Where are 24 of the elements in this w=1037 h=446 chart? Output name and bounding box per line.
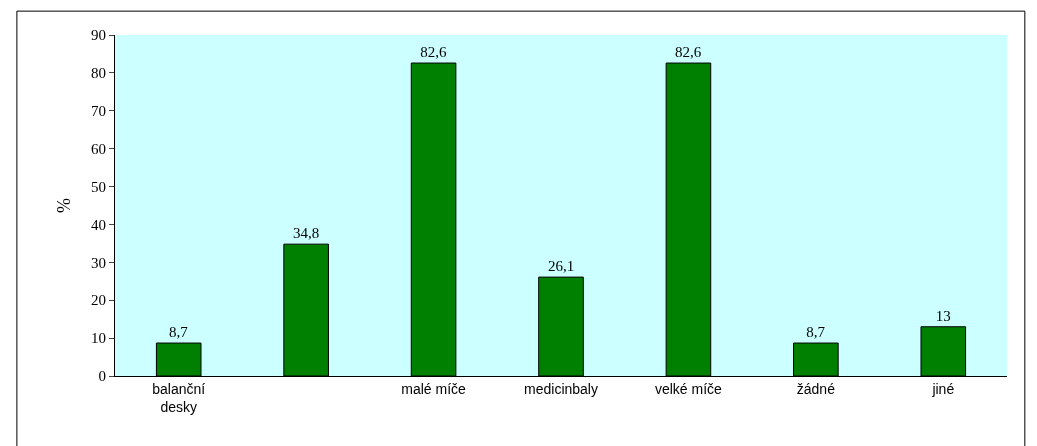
- y-tick-label: 50: [91, 178, 106, 195]
- y-tick-label: 60: [91, 140, 106, 157]
- data-label: 8,7: [806, 324, 826, 341]
- x-tick-label: jiné: [931, 380, 955, 397]
- y-tick-label: 90: [91, 27, 106, 44]
- data-label: 82,6: [675, 44, 702, 61]
- y-tick-label: 0: [98, 368, 106, 385]
- data-label: 26,1: [547, 258, 575, 275]
- y-tick-label: 30: [91, 254, 106, 271]
- y-tick-label: 80: [91, 65, 106, 82]
- y-tick-label: 10: [91, 330, 106, 347]
- data-label: 34,8: [293, 225, 320, 242]
- y-tick-label: 70: [91, 103, 106, 120]
- x-tick-label: žádné: [796, 380, 836, 397]
- x-tick-label: malé míče: [401, 380, 467, 397]
- data-label: 13: [935, 307, 951, 324]
- data-label: 82,6: [420, 44, 447, 61]
- data-label: 8,7: [169, 324, 189, 341]
- x-tick-label: medicinbaly: [524, 380, 598, 397]
- y-axis-title: %: [54, 198, 75, 213]
- x-tick-label: velké míče: [654, 380, 723, 397]
- x-tick-label: balanční desky: [152, 380, 206, 415]
- y-tick-label: 40: [91, 216, 106, 233]
- y-tick-label: 20: [91, 292, 106, 309]
